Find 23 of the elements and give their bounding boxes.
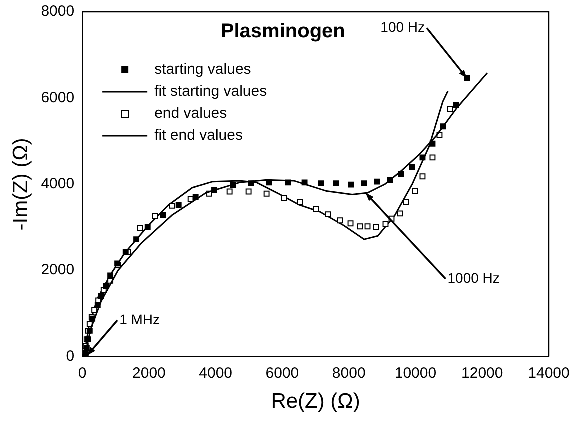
y-tick-label: 2000: [41, 262, 75, 279]
annotation: 1 MHz: [120, 311, 160, 328]
y-axis-title: -Im(Z) (Ω): [9, 138, 32, 231]
legend-label: starting values: [154, 61, 252, 78]
text: Plasminogen: [220, 20, 346, 43]
annotation: 100 Hz: [380, 19, 426, 36]
x-tick-label: 2000: [132, 364, 166, 382]
y-tick-label: 6000: [41, 89, 75, 106]
annotation: 1000 Hz: [448, 270, 500, 286]
y-tick-label: 0: [66, 348, 75, 365]
x-axis-title: Re(Z) (Ω): [271, 390, 360, 414]
x-tick-label: 12000: [462, 364, 504, 382]
y-tick-label: 8000: [41, 3, 75, 20]
legend-label: fit end values: [154, 127, 243, 144]
y-tick-label: 4000: [41, 176, 75, 193]
x-tick-label: 8000: [332, 364, 366, 382]
x-tick-label: 4000: [199, 364, 233, 382]
x-tick-label: 10000: [394, 364, 437, 382]
legend-label: fit starting values: [154, 83, 268, 100]
x-tick-label: 14000: [528, 364, 570, 382]
legend-label: end values: [154, 105, 228, 122]
x-tick-label: 0: [78, 364, 87, 382]
x-tick-label: 6000: [266, 364, 300, 382]
